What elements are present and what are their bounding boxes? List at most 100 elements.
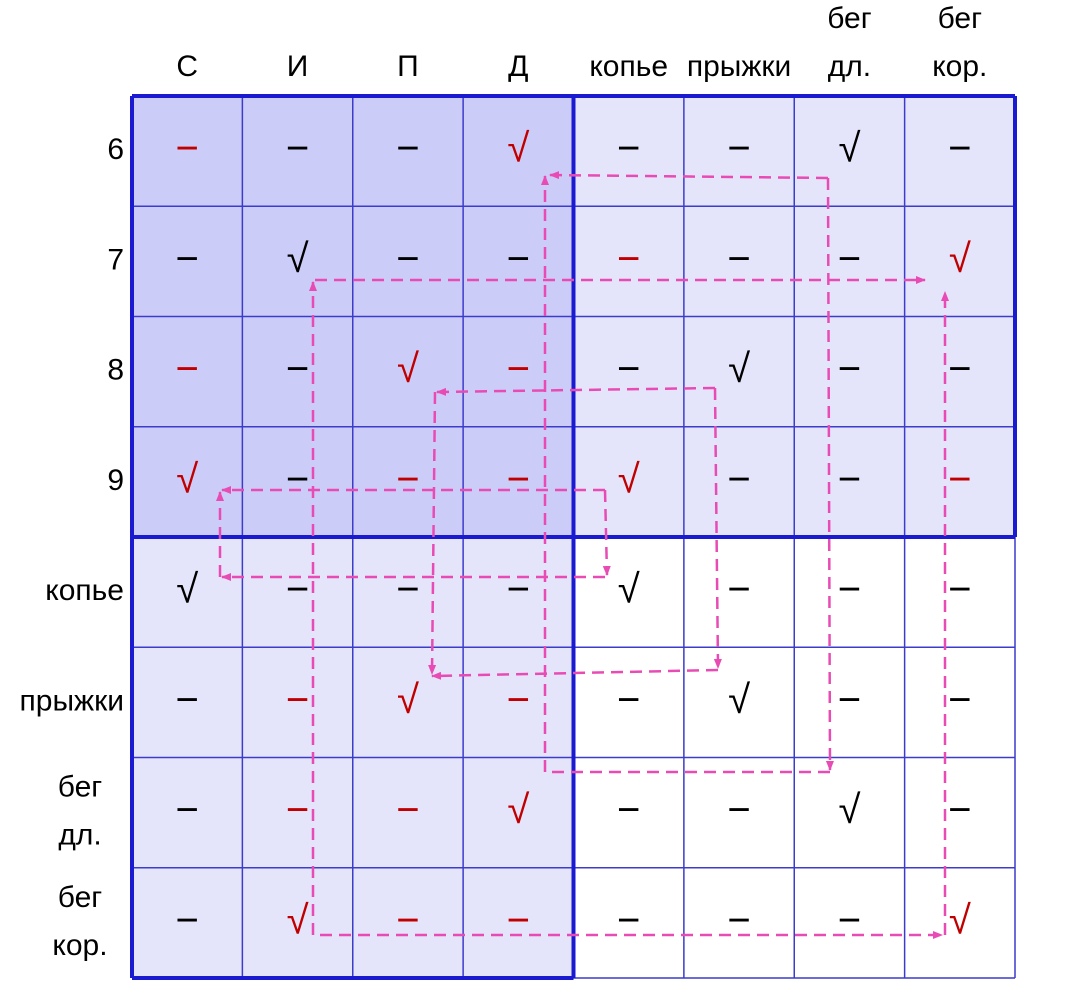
cell-mark: −	[176, 678, 199, 722]
cell	[904, 537, 1015, 648]
row-header: бег	[58, 771, 103, 804]
cell-mark: −	[396, 457, 419, 501]
column-header: бег	[938, 2, 983, 35]
cell	[242, 647, 353, 758]
cell-mark: −	[396, 237, 419, 281]
cell	[463, 426, 574, 537]
cell	[352, 867, 464, 978]
cell	[352, 537, 464, 648]
cell-mark: √	[507, 127, 529, 171]
cell	[794, 647, 905, 758]
cell	[904, 316, 1015, 427]
cell	[794, 537, 905, 648]
cell-mark: −	[396, 127, 419, 171]
cell	[683, 757, 795, 868]
cell-mark: −	[727, 898, 750, 942]
cell-mark: −	[727, 237, 750, 281]
column-header: С	[176, 50, 198, 83]
cell-mark: √	[176, 568, 198, 612]
cell	[904, 426, 1015, 537]
cell	[242, 96, 353, 207]
cell-mark: −	[727, 788, 750, 832]
cell-mark: −	[507, 347, 530, 391]
cell-mark: √	[176, 457, 198, 501]
cell-mark: −	[948, 347, 971, 391]
cell-mark: −	[507, 237, 530, 281]
column-header: копье	[589, 50, 668, 83]
cell-mark: −	[617, 347, 640, 391]
cell	[573, 96, 684, 207]
cell	[132, 96, 243, 207]
cell	[573, 537, 684, 648]
cell	[904, 96, 1015, 207]
cell	[683, 316, 795, 427]
grid	[130, 94, 1017, 980]
column-header: Д	[508, 50, 528, 83]
cell-mark: −	[286, 457, 309, 501]
cell-mark: −	[507, 898, 530, 942]
row-header: 6	[107, 133, 124, 166]
cell	[904, 206, 1015, 317]
column-header: прыжки	[687, 50, 791, 83]
cell-mark: −	[396, 898, 419, 942]
cell	[132, 537, 243, 648]
cell-mark: −	[176, 898, 199, 942]
cell-mark: −	[286, 347, 309, 391]
cell	[352, 757, 464, 868]
cell-mark: √	[728, 678, 750, 722]
cell	[683, 647, 795, 758]
cell-mark: −	[617, 898, 640, 942]
cell-mark: √	[949, 237, 971, 281]
row-header: кор.	[52, 929, 107, 962]
cell-mark: −	[727, 127, 750, 171]
cell-mark: −	[176, 347, 199, 391]
cell-mark: −	[176, 237, 199, 281]
cell	[463, 867, 574, 978]
cell	[132, 316, 243, 427]
cell-mark: −	[948, 568, 971, 612]
cell-mark: −	[948, 678, 971, 722]
column-header: бег	[827, 2, 872, 35]
cell-mark: −	[948, 788, 971, 832]
cell	[683, 96, 795, 207]
cell-mark: −	[838, 568, 861, 612]
cell-mark: √	[397, 678, 419, 722]
cell-mark: √	[838, 127, 860, 171]
cell	[132, 206, 243, 317]
cell	[463, 647, 574, 758]
cell	[573, 426, 684, 537]
cell-mark: √	[728, 347, 750, 391]
cell	[463, 537, 574, 648]
cell-mark: −	[838, 237, 861, 281]
cell	[573, 316, 684, 427]
cell-mark: −	[176, 127, 199, 171]
row-header: дл.	[58, 819, 101, 852]
cell	[904, 757, 1015, 868]
cell	[463, 757, 574, 868]
cell-mark: −	[286, 568, 309, 612]
row-header: прыжки	[20, 684, 124, 717]
cell	[242, 426, 353, 537]
cell	[242, 867, 353, 978]
cell-mark: −	[507, 457, 530, 501]
cell	[132, 867, 243, 978]
cell	[352, 96, 464, 207]
cell-mark: −	[507, 678, 530, 722]
cell-mark: −	[727, 457, 750, 501]
cell-mark: −	[286, 678, 309, 722]
cell	[904, 647, 1015, 758]
cell-mark: −	[948, 127, 971, 171]
cell-mark: √	[397, 347, 419, 391]
row-header: бег	[58, 881, 103, 914]
cell-mark: √	[618, 457, 640, 501]
cell-mark: −	[507, 568, 530, 612]
arrow	[549, 171, 829, 180]
row-header: 9	[107, 464, 124, 497]
cell	[794, 96, 905, 207]
cell-mark: √	[618, 568, 640, 612]
arrow	[428, 391, 437, 675]
cell-mark: −	[838, 898, 861, 942]
cell-mark: −	[838, 457, 861, 501]
cell-mark: √	[838, 788, 860, 832]
